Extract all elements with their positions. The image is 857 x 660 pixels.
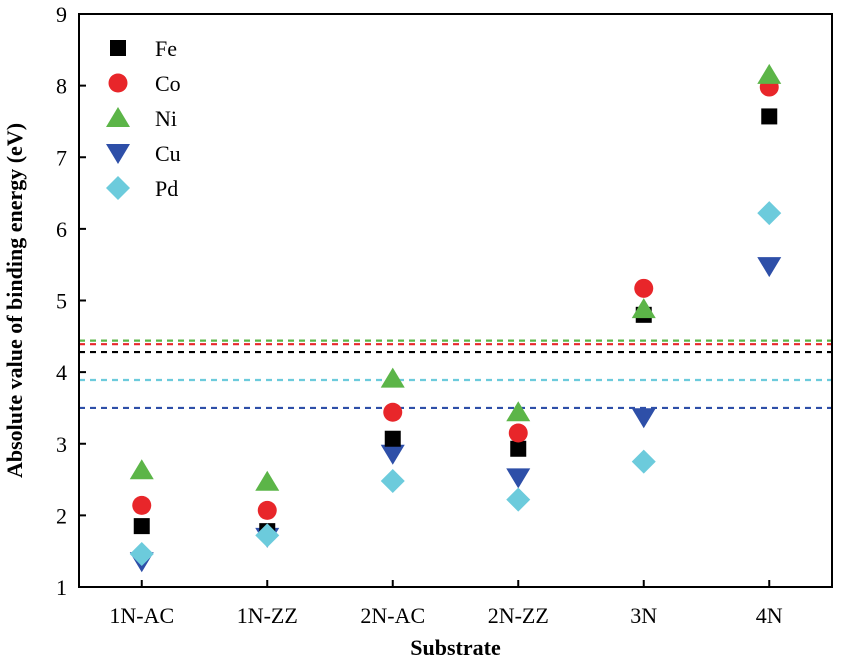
y-tick-label: 3 (56, 432, 67, 457)
data-point-fe (133, 518, 150, 535)
legend-marker-co (108, 73, 128, 93)
x-tick-label: 2N-ZZ (488, 603, 549, 628)
legend-marker-cu (106, 144, 130, 164)
y-tick-label: 2 (56, 503, 67, 528)
data-point-cu (757, 257, 782, 278)
legend-label: Cu (155, 141, 181, 166)
x-tick-label: 3N (630, 603, 657, 628)
data-point-co (634, 278, 654, 298)
legend-marker-pd (106, 176, 130, 200)
data-point-cu (380, 444, 405, 465)
data-point-pd (255, 523, 280, 548)
data-point-co (383, 402, 403, 422)
data-point-ni (255, 470, 280, 491)
legend-label: Pd (155, 176, 178, 201)
data-point-co (257, 500, 277, 520)
legend-label: Ni (155, 106, 177, 131)
x-tick-label: 2N-AC (360, 603, 425, 628)
data-point-co (508, 423, 528, 443)
y-tick-label: 8 (56, 74, 67, 99)
data-point-pd (631, 449, 656, 474)
legend-label: Fe (155, 36, 177, 61)
data-point-pd (380, 468, 405, 493)
y-tick-label: 1 (56, 575, 67, 600)
data-point-fe (384, 430, 401, 447)
data-point-pd (757, 201, 782, 226)
data-point-ni (506, 401, 531, 422)
y-tick-label: 5 (56, 289, 67, 314)
y-tick-label: 7 (56, 145, 67, 170)
legend-label: Co (155, 71, 181, 96)
y-tick-label: 6 (56, 217, 67, 242)
y-tick-label: 4 (56, 360, 67, 385)
legend-marker-fe (110, 40, 126, 56)
plot-frame (78, 13, 833, 588)
data-point-ni (380, 367, 405, 388)
data-point-pd (506, 487, 531, 512)
x-tick-label: 1N-AC (109, 603, 174, 628)
data-point-fe (761, 108, 778, 125)
legend: Fe Co Ni Cu Pd (106, 36, 181, 201)
x-tick-label: 1N-ZZ (237, 603, 298, 628)
data-point-cu (631, 408, 656, 429)
data-points (129, 63, 782, 573)
data-point-ni (631, 298, 656, 319)
data-point-ni (129, 459, 154, 480)
data-point-ni (757, 63, 782, 84)
x-tick-label: 4N (756, 603, 783, 628)
data-point-cu (506, 468, 531, 489)
data-point-pd (129, 542, 154, 567)
reference-lines (79, 339, 832, 410)
y-tick-label: 9 (56, 2, 67, 27)
legend-marker-ni (106, 107, 130, 127)
data-point-fe (510, 440, 527, 457)
data-point-co (132, 495, 152, 515)
y-axis-title: Absolute value of binding energy (eV) (2, 123, 27, 478)
axis-ticks: 1 2 3 4 5 6 7 8 9 1N-AC 1N-ZZ 2N-AC 2N-ZZ 3N 4N (56, 2, 783, 628)
x-axis-title: Substrate (410, 635, 501, 660)
